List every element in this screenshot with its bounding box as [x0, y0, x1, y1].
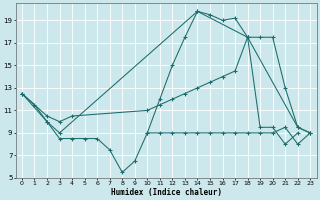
X-axis label: Humidex (Indice chaleur): Humidex (Indice chaleur) — [111, 188, 221, 197]
